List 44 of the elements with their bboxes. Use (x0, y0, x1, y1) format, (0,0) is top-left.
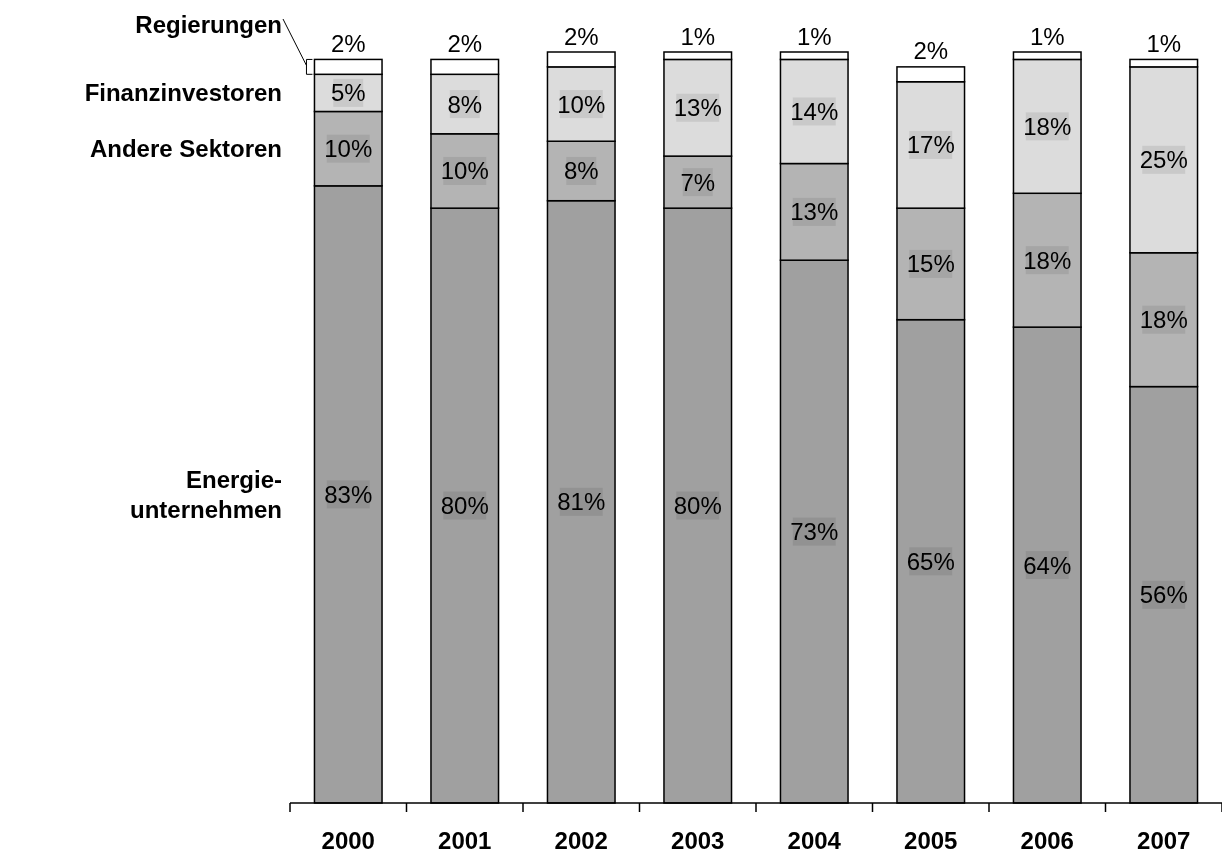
data-label: 10% (440, 157, 489, 185)
data-label: 81% (557, 488, 606, 516)
x-tick-label: 2001 (438, 826, 492, 854)
data-label: 8% (447, 90, 483, 118)
data-label: 10% (324, 135, 373, 163)
data-label: 18% (1023, 246, 1072, 274)
data-label: 2% (330, 29, 366, 57)
x-tick-label: 2003 (671, 826, 725, 854)
legend-label: Andere Sektoren (89, 135, 282, 163)
data-label: 83% (324, 480, 373, 508)
data-label: 13% (790, 198, 839, 226)
series-label: Regierungen (135, 10, 282, 38)
x-tick-label: 2005 (904, 826, 958, 854)
data-label: 7% (680, 168, 716, 196)
x-tick-label: 2002 (554, 826, 608, 854)
data-label: 65% (906, 547, 955, 575)
data-label: 2% (447, 29, 483, 57)
data-label: 17% (906, 131, 955, 159)
data-label: 18% (1139, 306, 1188, 334)
data-label: 1% (1029, 22, 1065, 50)
data-label: 64% (1023, 551, 1072, 579)
data-label: 2% (913, 37, 949, 65)
x-tick-label: 2007 (1137, 826, 1191, 854)
data-label: 8% (563, 157, 599, 185)
data-label: 14% (790, 97, 839, 125)
data-label: 56% (1139, 581, 1188, 609)
data-label: 10% (557, 90, 606, 118)
data-label: 18% (1023, 112, 1072, 140)
data-label: 80% (440, 492, 489, 520)
x-tick-label: 2004 (787, 826, 842, 854)
data-label: 80% (673, 492, 722, 520)
data-label: 5% (330, 79, 366, 107)
legend-label: Energie-unternehmen (129, 465, 282, 523)
data-label: 25% (1139, 146, 1188, 174)
x-tick-label: 2000 (321, 826, 375, 854)
data-label: 1% (1146, 29, 1182, 57)
x-tick-label: 2006 (1020, 826, 1074, 854)
series-label: Finanzinvestoren (84, 79, 282, 107)
data-label: 2% (563, 22, 599, 50)
data-label: 1% (796, 22, 832, 50)
data-label: 15% (906, 250, 955, 278)
data-label: 73% (790, 518, 839, 546)
data-label: 13% (673, 94, 722, 122)
data-label: 1% (680, 22, 716, 50)
